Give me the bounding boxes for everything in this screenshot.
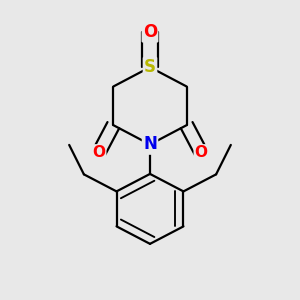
- Text: O: O: [195, 145, 208, 160]
- Text: N: N: [143, 136, 157, 154]
- Text: S: S: [144, 58, 156, 76]
- Text: O: O: [143, 23, 157, 41]
- Text: O: O: [92, 145, 105, 160]
